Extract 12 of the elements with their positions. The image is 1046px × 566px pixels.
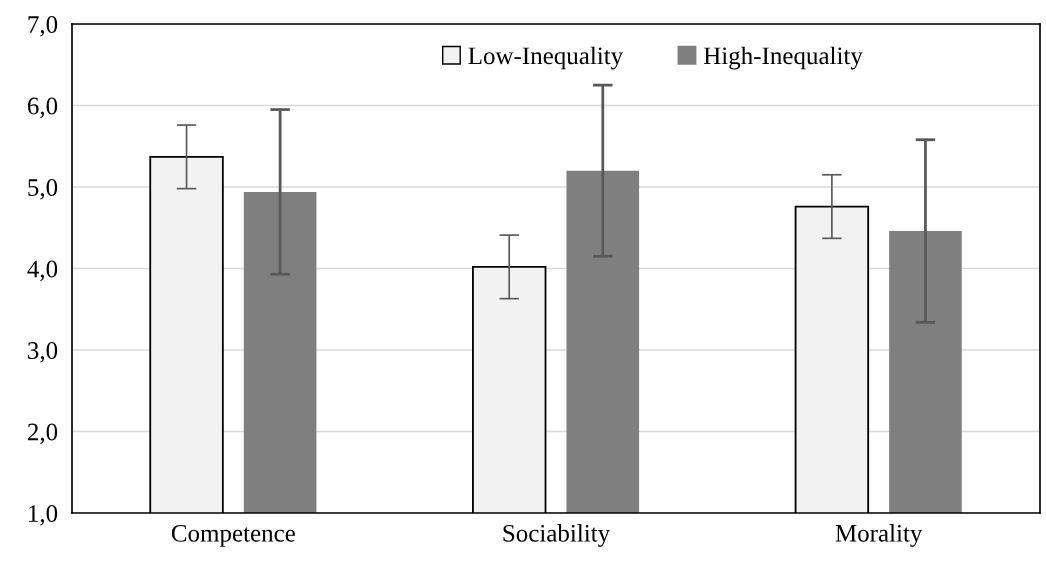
y-tick-label: 3,0	[28, 342, 58, 363]
y-tick-label: 2,0	[27, 423, 58, 445]
x-tick-label: Morality	[835, 524, 923, 547]
y-tick-label: 4,0	[27, 260, 58, 282]
y-tick-label: 1,0	[29, 505, 58, 526]
legend-label: Low-Inequality	[468, 46, 624, 70]
x-tick-label: Competence	[171, 524, 295, 547]
y-tick-label: 7,0	[28, 16, 58, 37]
x-tick-label: Sociability	[503, 524, 611, 547]
y-tick-label: 6,0	[27, 97, 58, 119]
y-tick-label: 5,0	[28, 179, 58, 200]
legend-label: High-Inequality	[703, 46, 863, 70]
